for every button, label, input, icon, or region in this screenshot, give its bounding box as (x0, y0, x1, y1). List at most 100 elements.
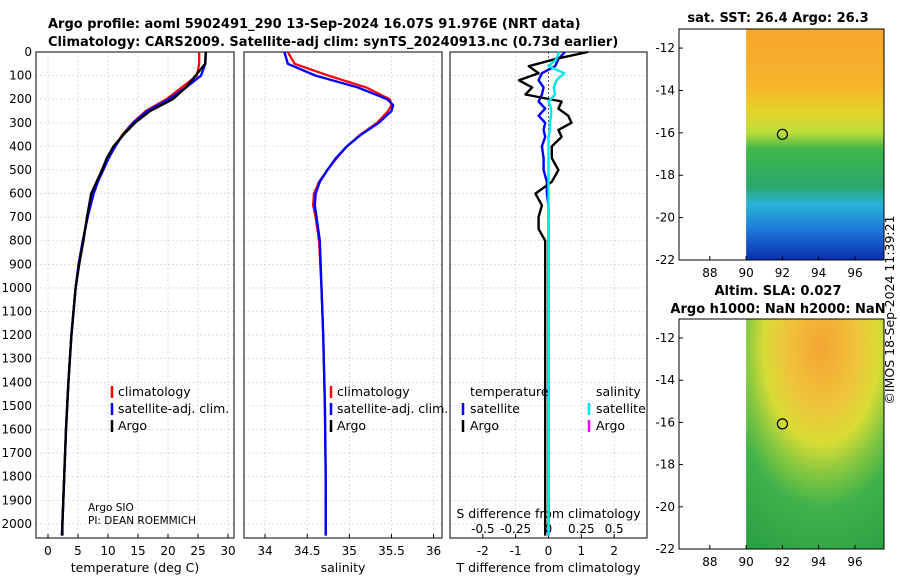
x-axis-label: temperature (deg C) (71, 560, 200, 575)
sla-map: -12 -14 -16 -18 -20 -22 88 90 92 94 96 (655, 318, 885, 569)
y-tick-label: 2000 (1, 517, 32, 531)
x-tick-label: 2 (610, 544, 618, 558)
map-x-label: 88 (702, 555, 717, 569)
map-x-label: 88 (702, 266, 717, 280)
x-tick-label: 10 (100, 544, 115, 558)
map-y-label: -20 (655, 500, 675, 514)
series-argo (61, 51, 207, 536)
y-tick-label: 1400 (1, 375, 32, 389)
x-tick-label: 20 (160, 544, 175, 558)
x-axis-label: T difference from climatology (455, 560, 641, 575)
y-tick-label: 1500 (1, 399, 32, 413)
y-tick-label: 200 (9, 92, 32, 106)
salinity-panel: 34 34.5 35 35.5 36 salinity (243, 51, 443, 575)
temperature-panel: 0 5 10 15 20 25 300100200300400500600700800900… (1, 45, 235, 575)
map-x-label: 92 (775, 266, 790, 280)
y-tick-label: 800 (9, 234, 32, 248)
x-tick-label: 34 (257, 544, 272, 558)
y-tick-label: 1900 (1, 493, 32, 507)
legend3-sargo-label: Argo (596, 418, 625, 433)
legend2-argo-label: Argo (337, 418, 366, 433)
top-tick-label: -0.5 (471, 522, 494, 536)
y-tick-label: 1600 (1, 422, 32, 436)
legend3-ssat-label: satellite (596, 401, 646, 416)
top-tick-label: -0.25 (500, 522, 531, 536)
y-tick-label: 400 (9, 139, 32, 153)
timestamp: ©IMOS 18-Sep-2024 11:39:21 (882, 215, 897, 404)
map-x-label: 94 (811, 266, 826, 280)
y-tick-label: 300 (9, 116, 32, 130)
x-tick-label: 5 (74, 544, 82, 558)
top-tick-label: 0.25 (568, 522, 595, 536)
map-field (746, 319, 884, 549)
grid (36, 51, 234, 538)
map-y-label: -22 (655, 542, 675, 556)
map-y-label: -14 (655, 83, 675, 97)
sst-title: sat. SST: 26.4 Argo: 26.3 (687, 11, 868, 26)
float-info-line2: PI: DEAN ROEMMICH (88, 515, 196, 527)
float-info-line1: Argo SIO (88, 502, 134, 514)
legend-salinity: climatology satellite-adj. clim. Argo (329, 384, 448, 433)
x-tick-label: 34.5 (294, 544, 321, 558)
legend3-head-s: salinity (596, 384, 641, 399)
y-tick-label: 700 (9, 210, 32, 224)
map-y-label: -16 (655, 126, 675, 140)
x-tick-label: -2 (477, 544, 489, 558)
map-x-label: 92 (775, 555, 790, 569)
x-tick-label: -1 (510, 544, 522, 558)
y-tick-label: 1300 (1, 352, 32, 366)
legend-argo-label: Argo (118, 418, 147, 433)
legend3-head-t: temperature (470, 384, 549, 399)
sla-title: Altim. SLA: 0.027 (715, 284, 842, 299)
map-y-label: -14 (655, 373, 675, 387)
x-tick-label: 15 (130, 544, 145, 558)
y-tick-label: 1800 (1, 470, 32, 484)
series-s-satellite (547, 51, 566, 536)
legend3-tsat-label: satellite (470, 401, 520, 416)
map-y-label: -18 (655, 458, 675, 472)
map-y-label: -22 (655, 253, 675, 267)
y-tick-label: 0 (24, 45, 32, 59)
y-tick-label: 1100 (1, 305, 32, 319)
y-tick-label: 100 (9, 69, 32, 83)
x-tick-label: 0 (545, 544, 553, 558)
map-y-label: -16 (655, 415, 675, 429)
map-frame (678, 28, 885, 261)
series-satellite-adj-clim- (283, 51, 395, 536)
map-y-label: -20 (655, 211, 675, 225)
title-line1: Argo profile: aoml 5902491_290 13-Sep-20… (48, 17, 581, 32)
title-line2: Climatology: CARS2009. Satellite-adj cli… (48, 35, 618, 50)
sst-map: -12 -14 -16 -18 -20 -22 88 90 92 94 96 (655, 28, 885, 280)
y-tick-label: 1000 (1, 281, 32, 295)
legend-sat-label: satellite-adj. clim. (118, 401, 229, 416)
map-frame (678, 318, 885, 550)
map-x-label: 90 (738, 555, 753, 569)
legend-clim-label: climatology (118, 384, 191, 399)
map-x-label: 96 (847, 555, 862, 569)
legend3-targo-label: Argo (470, 418, 499, 433)
y-tick-label: 1700 (1, 446, 32, 460)
y-tick-label: 600 (9, 187, 32, 201)
x-tick-label: 25 (190, 544, 205, 558)
grid (244, 51, 442, 538)
x-tick-label: 36 (426, 544, 441, 558)
float-marker (776, 128, 789, 140)
legend2-sat-label: satellite-adj. clim. (337, 401, 448, 416)
series-t-argo (517, 50, 589, 536)
axes-frame (243, 51, 443, 539)
h-title: Argo h1000: NaN h2000: NaN (670, 302, 885, 317)
y-tick-label: 1200 (1, 328, 32, 342)
float-marker (776, 418, 789, 430)
x-axis-label: salinity (321, 560, 366, 575)
series-t-satellite (537, 51, 566, 536)
x-tick-label: 1 (578, 544, 586, 558)
map-field (746, 29, 884, 260)
x-tick-label: 0 (44, 544, 52, 558)
map-x-label: 94 (811, 555, 826, 569)
legend-temperature: climatology satellite-adj. clim. Argo (110, 384, 229, 433)
map-x-label: 96 (847, 266, 862, 280)
y-tick-label: 500 (9, 163, 32, 177)
map-y-label: -12 (655, 331, 675, 345)
